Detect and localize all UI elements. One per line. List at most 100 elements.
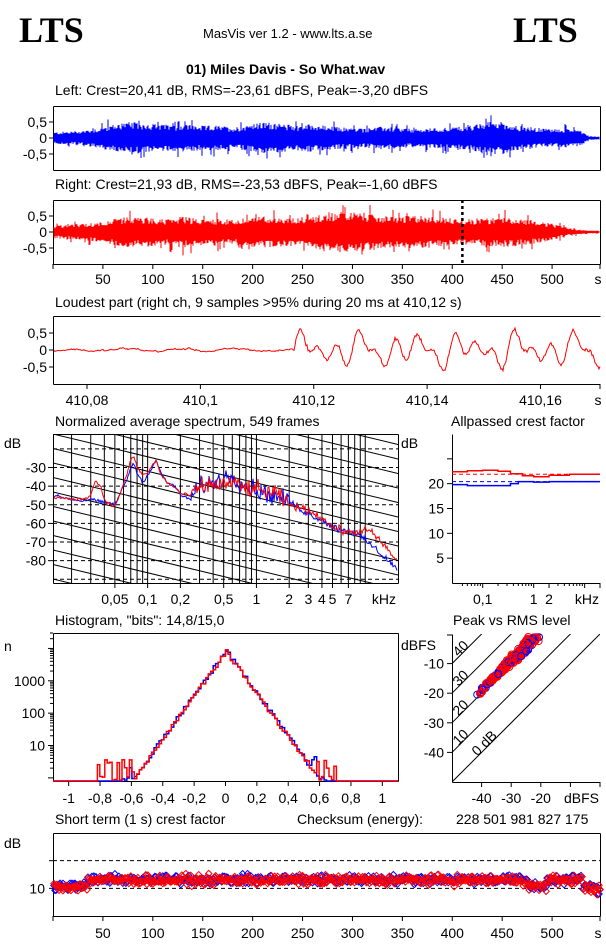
crest-point	[483, 875, 492, 884]
x-tick-label: -0,8	[88, 790, 112, 806]
peak-vs-rms-title: Peak vs RMS level	[453, 612, 571, 628]
crest-point	[497, 875, 506, 884]
x-tick-label: 300	[341, 925, 365, 941]
x-tick-label: -1	[62, 790, 75, 806]
crest-point	[138, 877, 147, 886]
x-tick-label: 4	[318, 591, 326, 607]
slope-line	[53, 347, 398, 430]
x-tick-label: -0,2	[182, 790, 206, 806]
crest-point	[331, 876, 340, 885]
y-tick-label: -40	[424, 744, 444, 760]
crest-point	[541, 880, 550, 889]
crest-point	[189, 874, 198, 883]
crest-point	[212, 875, 221, 884]
x-tick-label: 410,12	[292, 392, 335, 408]
x-tick-label: 350	[391, 271, 415, 287]
y-axis-label: dB	[4, 435, 21, 451]
crest-point	[351, 874, 360, 883]
crest-line	[452, 634, 512, 694]
y-axis-label: dBFS	[401, 637, 436, 653]
point-right	[488, 676, 497, 685]
crest-point	[83, 886, 91, 894]
x-tick-label: -20	[531, 790, 551, 806]
x-tick-label: 0,6	[310, 790, 330, 806]
crest-point	[86, 880, 94, 889]
x-tick-label: 410,14	[406, 392, 449, 408]
x-tick-label: 0,4	[278, 790, 298, 806]
crest-point	[303, 881, 312, 889]
crest-point	[133, 873, 142, 882]
left-waveform-signal	[53, 115, 600, 159]
short-term-crest-title: Short term (1 s) crest factor	[55, 811, 226, 827]
app-title: MasVis ver 1.2 - www.lts.a.se	[203, 26, 373, 41]
left-waveform-title: Left: Crest=20,41 dB, RMS=-23,61 dBFS, P…	[55, 82, 429, 98]
crest-line	[452, 634, 600, 782]
slope-line	[111, 434, 398, 503]
crest-point	[581, 887, 589, 895]
point-left	[517, 652, 526, 661]
short-term-crest-frame	[53, 833, 601, 917]
crest-line	[452, 634, 483, 664]
histogram-right	[53, 649, 398, 782]
crest-point	[299, 879, 308, 888]
slope-line	[53, 318, 398, 401]
point-right	[533, 633, 542, 642]
point-right	[476, 689, 484, 698]
crest-point	[267, 871, 276, 880]
crest-point	[549, 871, 557, 880]
slope-line	[53, 144, 398, 227]
checksum-label: Checksum (energy):	[297, 811, 424, 827]
crest-point	[571, 879, 579, 888]
y-tick-label: 10	[428, 525, 444, 541]
crest-point	[93, 875, 101, 884]
point-right	[478, 687, 487, 696]
slope-line	[53, 491, 398, 576]
loudest-part-frame	[53, 316, 601, 385]
y-tick-label: -70	[26, 534, 46, 550]
x-tick-label: 2	[285, 591, 293, 607]
x-tick-label: 0,8	[341, 790, 361, 806]
point-left	[529, 634, 538, 643]
y-tick-label: 0,5	[28, 325, 48, 341]
crest-point	[194, 870, 203, 879]
x-tick-label: 0,1	[473, 591, 493, 607]
crest-point	[587, 888, 595, 897]
slope-line	[53, 289, 398, 372]
y-axis-label: dB	[401, 435, 418, 451]
point-right	[500, 665, 509, 673]
y-axis-label: dB	[4, 835, 21, 851]
x-axis-label: dBFS	[564, 790, 599, 806]
x-tick-label: 1	[253, 591, 261, 607]
x-tick-label: 7	[344, 591, 352, 607]
crest-point	[90, 875, 98, 884]
crest-point	[291, 875, 300, 884]
slope-line	[53, 535, 253, 583]
x-tick-label: 0,05	[101, 591, 128, 607]
y-tick-label: -0,5	[23, 146, 47, 162]
crest-point	[461, 876, 470, 885]
crest-point	[305, 875, 314, 884]
crest-point	[595, 881, 603, 890]
crest-point	[487, 872, 496, 880]
point-right	[498, 662, 506, 671]
point-right	[524, 637, 533, 646]
x-tick-label: 150	[191, 925, 215, 941]
x-tick-label: 250	[291, 925, 315, 941]
crest-point	[182, 880, 191, 889]
x-tick-label: 450	[490, 925, 514, 941]
y-tick-label: -0,5	[23, 240, 47, 256]
crest-point	[148, 880, 157, 888]
crest-point	[241, 879, 250, 888]
y-tick-label: 5	[436, 550, 444, 566]
x-tick-label: -40	[471, 790, 491, 806]
x-tick-label: 50	[95, 271, 111, 287]
crest-point	[211, 871, 220, 880]
crest-point	[254, 873, 263, 882]
allpassed-title: Allpassed crest factor	[451, 413, 585, 429]
crest-point	[136, 879, 145, 887]
y-tick-label: 1000	[14, 673, 45, 689]
y-tick-label: 0,5	[28, 208, 48, 224]
x-axis-label: kHz	[575, 591, 599, 607]
x-tick-label: s	[595, 925, 602, 941]
crest-line	[452, 634, 572, 753]
